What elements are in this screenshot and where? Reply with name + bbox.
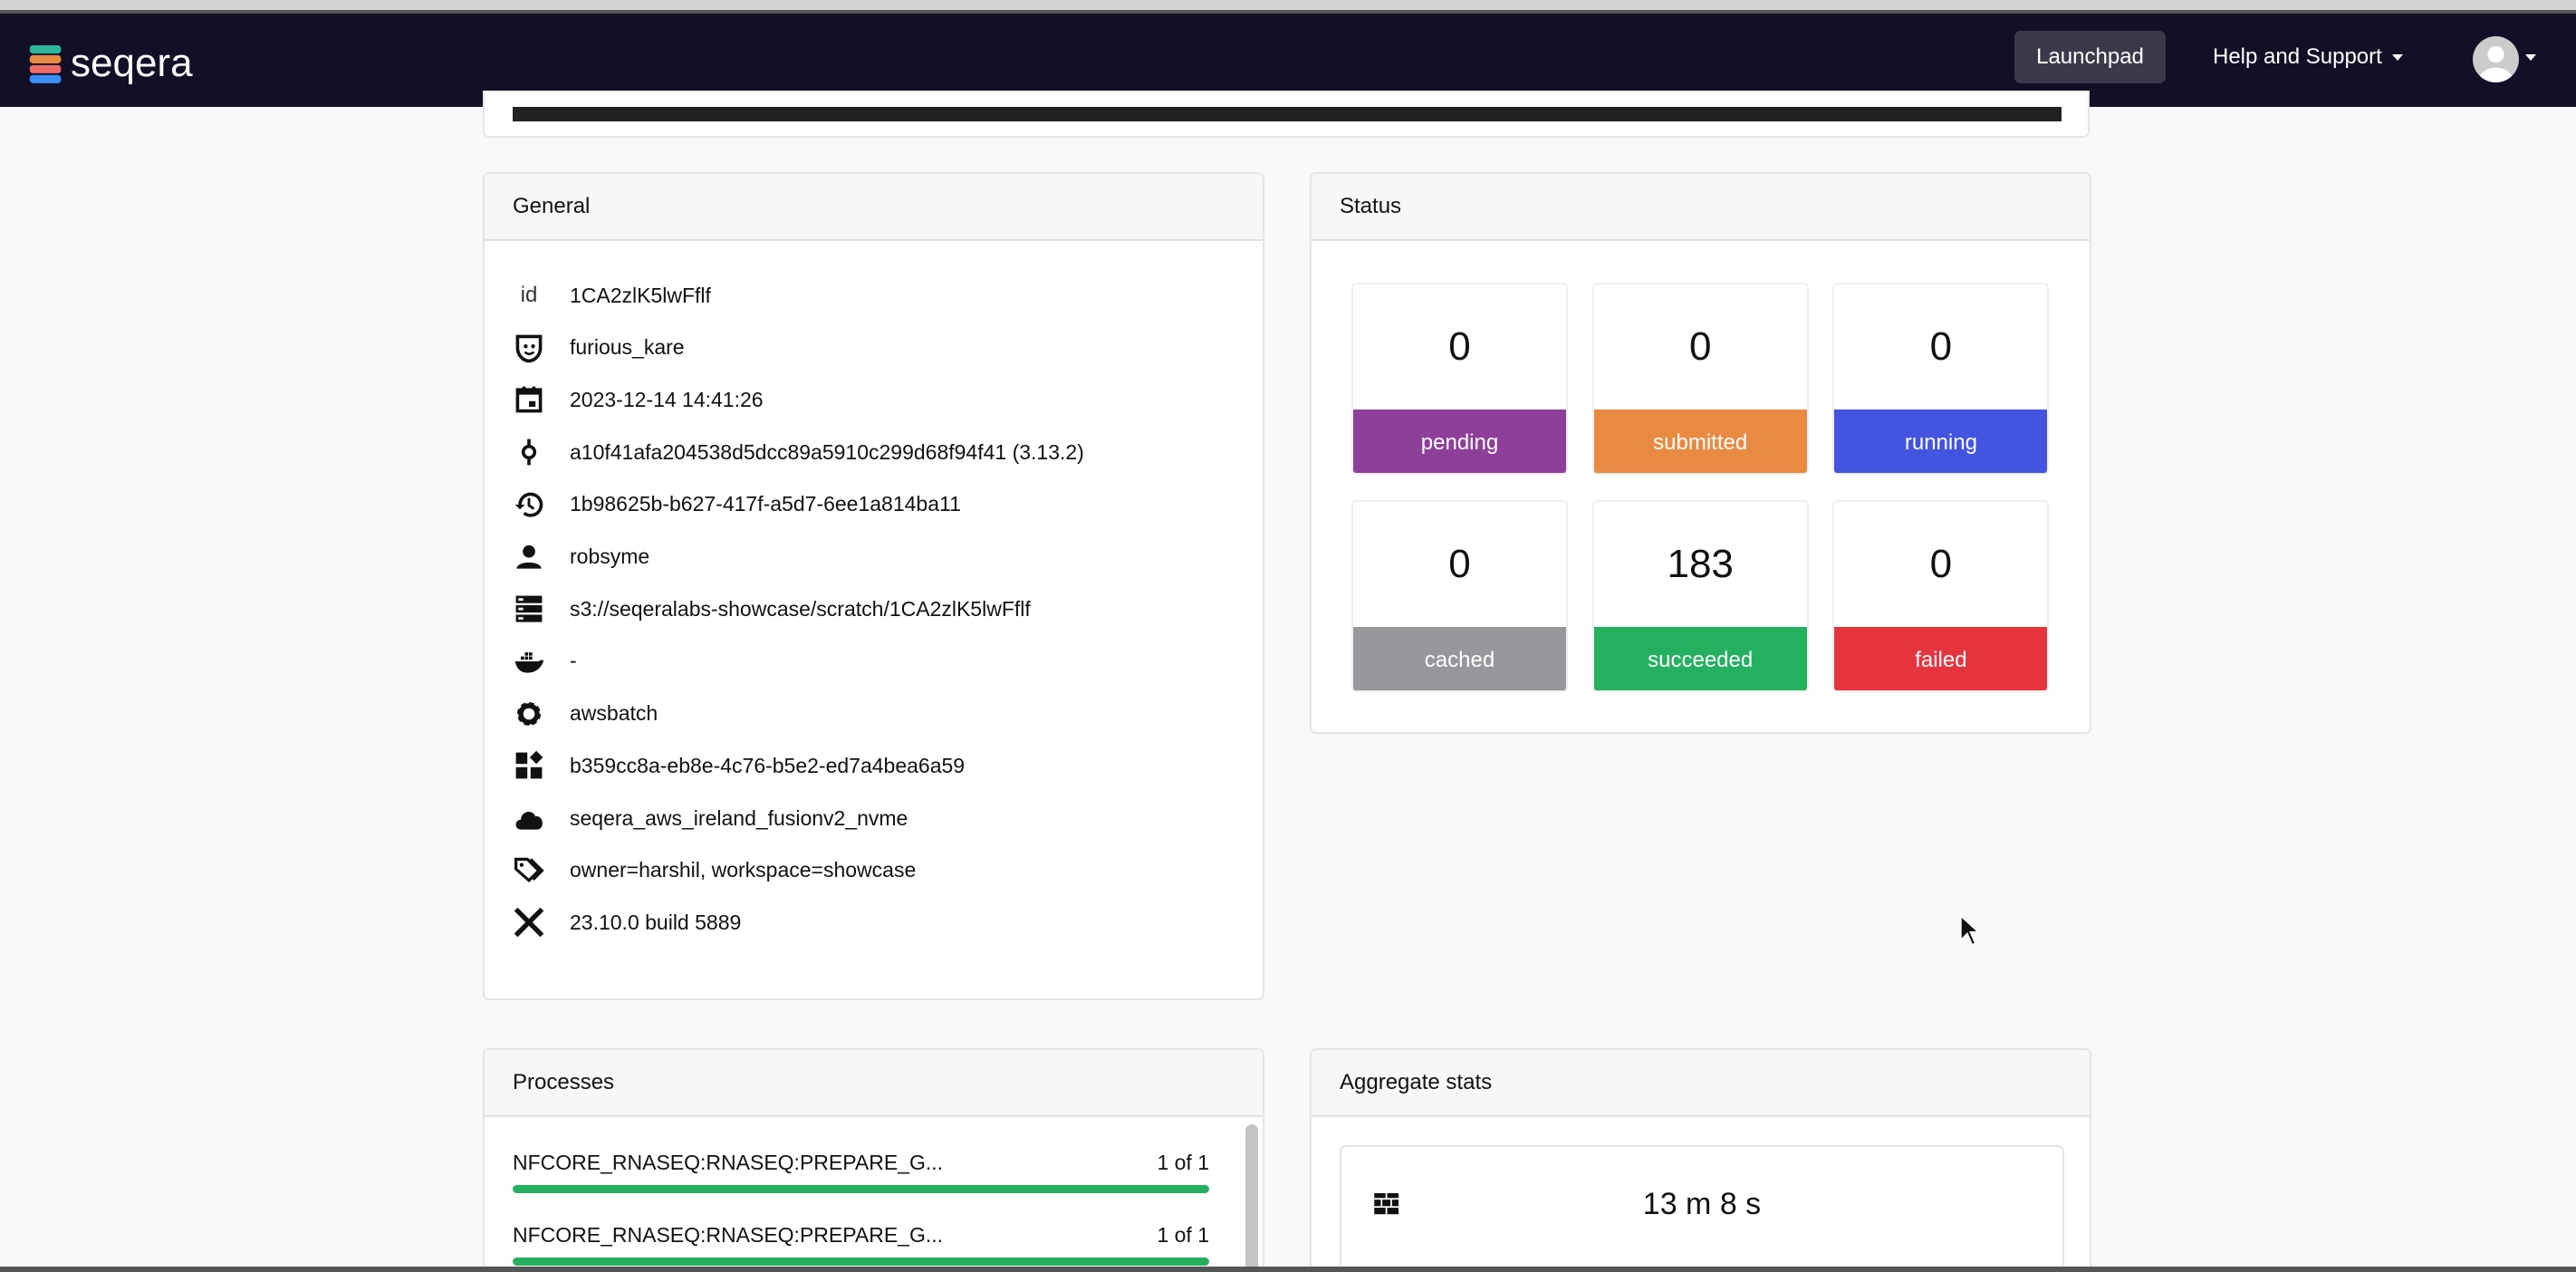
general-row: a10f41afa204538d5dcc89a5910c299d68f94f41… <box>513 436 1084 468</box>
general-value: 1b98625b-b627-417f-a5d7-6ee1a814ba11 <box>570 492 961 516</box>
mask-icon <box>513 332 545 364</box>
storage-icon <box>513 593 545 625</box>
user-icon <box>513 541 545 573</box>
process-progress: 1 of 1 <box>1157 1223 1209 1247</box>
status-count: 0 <box>1448 324 1471 369</box>
status-tile-cached[interactable]: 0 cached <box>1351 500 1568 693</box>
general-row: furious_kare <box>513 332 685 364</box>
commit-icon <box>513 436 545 468</box>
general-card: General id 1CA2zlK5lwFflf furious_kare 2023… <box>483 172 1264 1000</box>
general-value: 23.10.0 build 5889 <box>570 910 742 934</box>
launchpad-button[interactable]: Launchpad <box>2014 31 2166 83</box>
status-card: Status 0 pending 0 submitted 0 running 0 cached… <box>1310 172 2091 734</box>
seqera-logo-icon <box>29 45 62 83</box>
general-row: robsyme <box>513 541 649 573</box>
aggregate-card: Aggregate stats 13 m 8 s <box>1310 1048 2091 1272</box>
status-count: 0 <box>1448 542 1471 587</box>
process-name: NFCORE_RNASEQ:RNASEQ:PREPARE_G... <box>513 1223 944 1247</box>
general-row: s3://seqeralabs-showcase/scratch/1CA2zlK… <box>513 593 1031 625</box>
general-value: a10f41afa204538d5dcc89a5910c299d68f94f41… <box>570 439 1084 464</box>
nextflow-icon <box>513 906 545 939</box>
general-value: 2023-12-14 14:41:26 <box>570 387 764 411</box>
gear-icon <box>513 698 545 730</box>
status-label: cached <box>1353 627 1566 691</box>
general-value: b359cc8a-eb8e-4c76-b5e2-ed7a4bea6a59 <box>570 753 966 777</box>
general-value: - <box>570 649 577 673</box>
avatar[interactable] <box>2473 36 2519 82</box>
id-label: id <box>520 283 538 307</box>
general-row: owner=harshil, workspace=showcase <box>513 854 916 887</box>
status-tile-failed[interactable]: 0 failed <box>1832 500 2050 693</box>
user-avatar-icon <box>2479 45 2513 82</box>
wall-time-card: 13 m 8 s <box>1340 1145 2064 1272</box>
process-item[interactable]: NFCORE_RNASEQ:RNASEQ:PREPARE_G... 1 of 1 <box>513 1223 1209 1266</box>
docker-icon <box>513 645 545 678</box>
brand-name: seqera <box>71 41 193 85</box>
general-value: furious_kare <box>570 335 685 360</box>
general-row: 2023-12-14 14:41:26 <box>513 383 764 416</box>
status-title: Status <box>1312 174 2090 241</box>
grid-icon <box>1374 1193 1399 1215</box>
process-name: NFCORE_RNASEQ:RNASEQ:PREPARE_G... <box>513 1151 944 1174</box>
cloud-icon <box>513 802 545 834</box>
browser-strip <box>0 0 2576 10</box>
general-row: awsbatch <box>513 698 658 730</box>
general-row: id 1CA2zlK5lwFflf <box>513 279 711 312</box>
log-panel <box>513 107 2062 121</box>
status-label: succeeded <box>1593 627 1807 691</box>
status-label: running <box>1834 410 2048 473</box>
mouse-cursor-icon <box>1959 914 1981 947</box>
process-progress-bar <box>513 1258 1209 1266</box>
general-row: seqera_aws_ireland_fusionv2_nvme <box>513 802 908 834</box>
processes-title: Processes <box>485 1050 1263 1117</box>
aggregate-title: Aggregate stats <box>1312 1050 2090 1117</box>
process-progress-bar <box>513 1185 1209 1193</box>
process-item[interactable]: NFCORE_RNASEQ:RNASEQ:PREPARE_G... 1 of 1 <box>513 1151 1209 1193</box>
brand-logo[interactable]: seqera <box>28 41 193 86</box>
caret-down-icon <box>2391 53 2403 61</box>
status-tile-succeeded[interactable]: 183 succeeded <box>1591 500 1809 693</box>
help-label: Help and Support <box>2213 44 2382 69</box>
general-title: General <box>485 174 1263 241</box>
general-value: s3://seqeralabs-showcase/scratch/1CA2zlK… <box>570 596 1031 621</box>
calendar-icon <box>513 383 545 416</box>
status-count: 183 <box>1667 542 1734 587</box>
status-count: 0 <box>1929 324 1953 369</box>
bottom-edge <box>0 1267 2576 1272</box>
status-label: pending <box>1353 410 1566 473</box>
process-progress: 1 of 1 <box>1157 1151 1209 1174</box>
general-row: 23.10.0 build 5889 <box>513 906 741 939</box>
general-row: 1b98625b-b627-417f-a5d7-6ee1a814ba11 <box>513 488 961 521</box>
general-value: owner=harshil, workspace=showcase <box>570 858 917 882</box>
wall-time-value: 13 m 8 s <box>1642 1187 1762 1221</box>
general-value: awsbatch <box>570 701 658 726</box>
status-tile-submitted[interactable]: 0 submitted <box>1591 283 1809 475</box>
general-value: seqera_aws_ireland_fusionv2_nvme <box>570 805 908 830</box>
general-row: - <box>513 645 577 678</box>
status-tile-running[interactable]: 0 running <box>1832 283 2050 475</box>
history-icon <box>513 488 545 521</box>
status-count: 0 <box>1688 324 1712 369</box>
general-value: 1CA2zlK5lwFflf <box>570 283 711 307</box>
help-support-menu[interactable]: Help and Support <box>2213 31 2403 83</box>
divider <box>0 10 2576 14</box>
avatar-caret-icon[interactable] <box>2525 54 2536 61</box>
widgets-icon <box>513 749 545 782</box>
scrollbar[interactable] <box>1245 1124 1258 1272</box>
status-label: submitted <box>1593 410 1807 473</box>
status-count: 0 <box>1929 542 1953 587</box>
processes-card: Processes NFCORE_RNASEQ:RNASEQ:PREPARE_G… <box>483 1048 1264 1272</box>
status-tile-pending[interactable]: 0 pending <box>1351 283 1568 475</box>
status-label: failed <box>1834 627 2048 691</box>
tags-icon <box>513 854 545 887</box>
general-value: robsyme <box>570 544 650 568</box>
general-row: b359cc8a-eb8e-4c76-b5e2-ed7a4bea6a59 <box>513 749 965 782</box>
